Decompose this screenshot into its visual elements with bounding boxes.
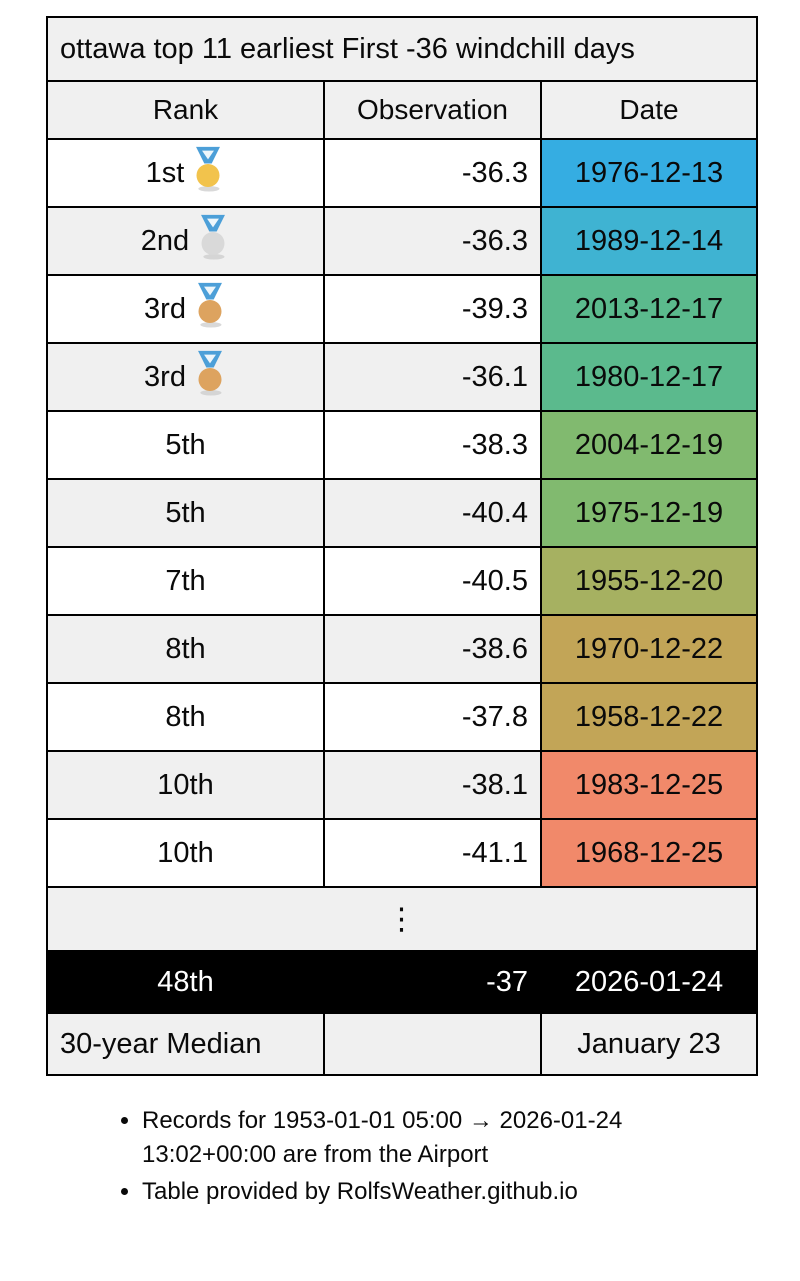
date-cell: 1983-12-25 bbox=[540, 750, 758, 820]
rank-cell: 48th bbox=[46, 950, 325, 1014]
observation-cell: -41.1 bbox=[323, 818, 542, 888]
table-row: 2nd -36.3 1989-12-14 bbox=[46, 206, 758, 276]
date-cell: January 23 bbox=[540, 1012, 758, 1076]
vertical-ellipsis: ⋮ bbox=[46, 886, 758, 952]
observation-cell bbox=[323, 1012, 542, 1076]
current-record-row: 48th -37 2026-01-24 bbox=[46, 950, 758, 1014]
table-row: 7th -40.5 1955-12-20 bbox=[46, 546, 758, 616]
date-cell: 1955-12-20 bbox=[540, 546, 758, 616]
silver-medal-icon bbox=[201, 214, 226, 260]
table-row: 10th -41.1 1968-12-25 bbox=[46, 818, 758, 888]
footnotes-list: Records for 1953-01-01 05:00 → 2026-01-2… bbox=[120, 1104, 742, 1209]
table-row: 5th -40.4 1975-12-19 bbox=[46, 478, 758, 548]
rank-cell: 8th bbox=[46, 614, 325, 684]
rank-cell: 10th bbox=[46, 818, 325, 888]
date-cell: 1975-12-19 bbox=[540, 478, 758, 548]
date-cell: 1958-12-22 bbox=[540, 682, 758, 752]
table-row: 3rd -36.1 1980-12-17 bbox=[46, 342, 758, 412]
observation-cell: -36.3 bbox=[323, 138, 542, 208]
observation-cell: -39.3 bbox=[323, 274, 542, 344]
rank-cell: 2nd bbox=[46, 206, 325, 276]
bronze-medal-icon bbox=[197, 350, 222, 396]
table-row: 5th -38.3 2004-12-19 bbox=[46, 410, 758, 480]
footnote-provider: Table provided by RolfsWeather.github.io bbox=[142, 1175, 742, 1209]
records-table: ottawa top 11 earliest First -36 windchi… bbox=[46, 16, 758, 1076]
observation-cell: -38.3 bbox=[323, 410, 542, 480]
rank-cell: 10th bbox=[46, 750, 325, 820]
column-header-observation: Observation bbox=[323, 80, 542, 140]
rank-cell: 3rd bbox=[46, 274, 325, 344]
observation-cell: -38.1 bbox=[323, 750, 542, 820]
rank-cell: 5th bbox=[46, 410, 325, 480]
gold-medal-icon bbox=[196, 146, 221, 192]
rank-cell: 1st bbox=[46, 138, 325, 208]
median-label-cell: 30-year Median bbox=[46, 1012, 325, 1076]
date-cell: 1970-12-22 bbox=[540, 614, 758, 684]
title-row: ottawa top 11 earliest First -36 windchi… bbox=[46, 16, 758, 82]
rank-label: 3rd bbox=[144, 292, 186, 325]
rank-label: 1st bbox=[145, 156, 185, 189]
column-header-rank: Rank bbox=[46, 80, 325, 140]
rank-cell: 3rd bbox=[46, 342, 325, 412]
date-cell: 2026-01-24 bbox=[540, 950, 758, 1014]
rank-cell: 8th bbox=[46, 682, 325, 752]
observation-cell: -37 bbox=[323, 950, 542, 1014]
observation-cell: -38.6 bbox=[323, 614, 542, 684]
median-row: 30-year Median January 23 bbox=[46, 1012, 758, 1076]
observation-cell: -36.3 bbox=[323, 206, 542, 276]
table-row: 8th -38.6 1970-12-22 bbox=[46, 614, 758, 684]
column-header-date: Date bbox=[540, 80, 758, 140]
table-row: 10th -38.1 1983-12-25 bbox=[46, 750, 758, 820]
rank-label: 3rd bbox=[144, 360, 186, 393]
table-row: 1st -36.3 1976-12-13 bbox=[46, 138, 758, 208]
table-title: ottawa top 11 earliest First -36 windchi… bbox=[46, 16, 758, 82]
date-cell: 2013-12-17 bbox=[540, 274, 758, 344]
observation-cell: -40.5 bbox=[323, 546, 542, 616]
observation-cell: -40.4 bbox=[323, 478, 542, 548]
date-cell: 1976-12-13 bbox=[540, 138, 758, 208]
date-cell: 1968-12-25 bbox=[540, 818, 758, 888]
header-row: Rank Observation Date bbox=[46, 80, 758, 140]
table-row: 3rd -39.3 2013-12-17 bbox=[46, 274, 758, 344]
date-cell: 1980-12-17 bbox=[540, 342, 758, 412]
footnote-records-range: Records for 1953-01-01 05:00 → 2026-01-2… bbox=[142, 1104, 742, 1172]
date-cell: 2004-12-19 bbox=[540, 410, 758, 480]
observation-cell: -36.1 bbox=[323, 342, 542, 412]
ellipsis-row: ⋮ bbox=[46, 886, 758, 952]
rank-cell: 5th bbox=[46, 478, 325, 548]
bronze-medal-icon bbox=[197, 282, 222, 328]
rank-label: 2nd bbox=[140, 224, 190, 257]
table-row: 8th -37.8 1958-12-22 bbox=[46, 682, 758, 752]
rank-cell: 7th bbox=[46, 546, 325, 616]
date-cell: 1989-12-14 bbox=[540, 206, 758, 276]
observation-cell: -37.8 bbox=[323, 682, 542, 752]
